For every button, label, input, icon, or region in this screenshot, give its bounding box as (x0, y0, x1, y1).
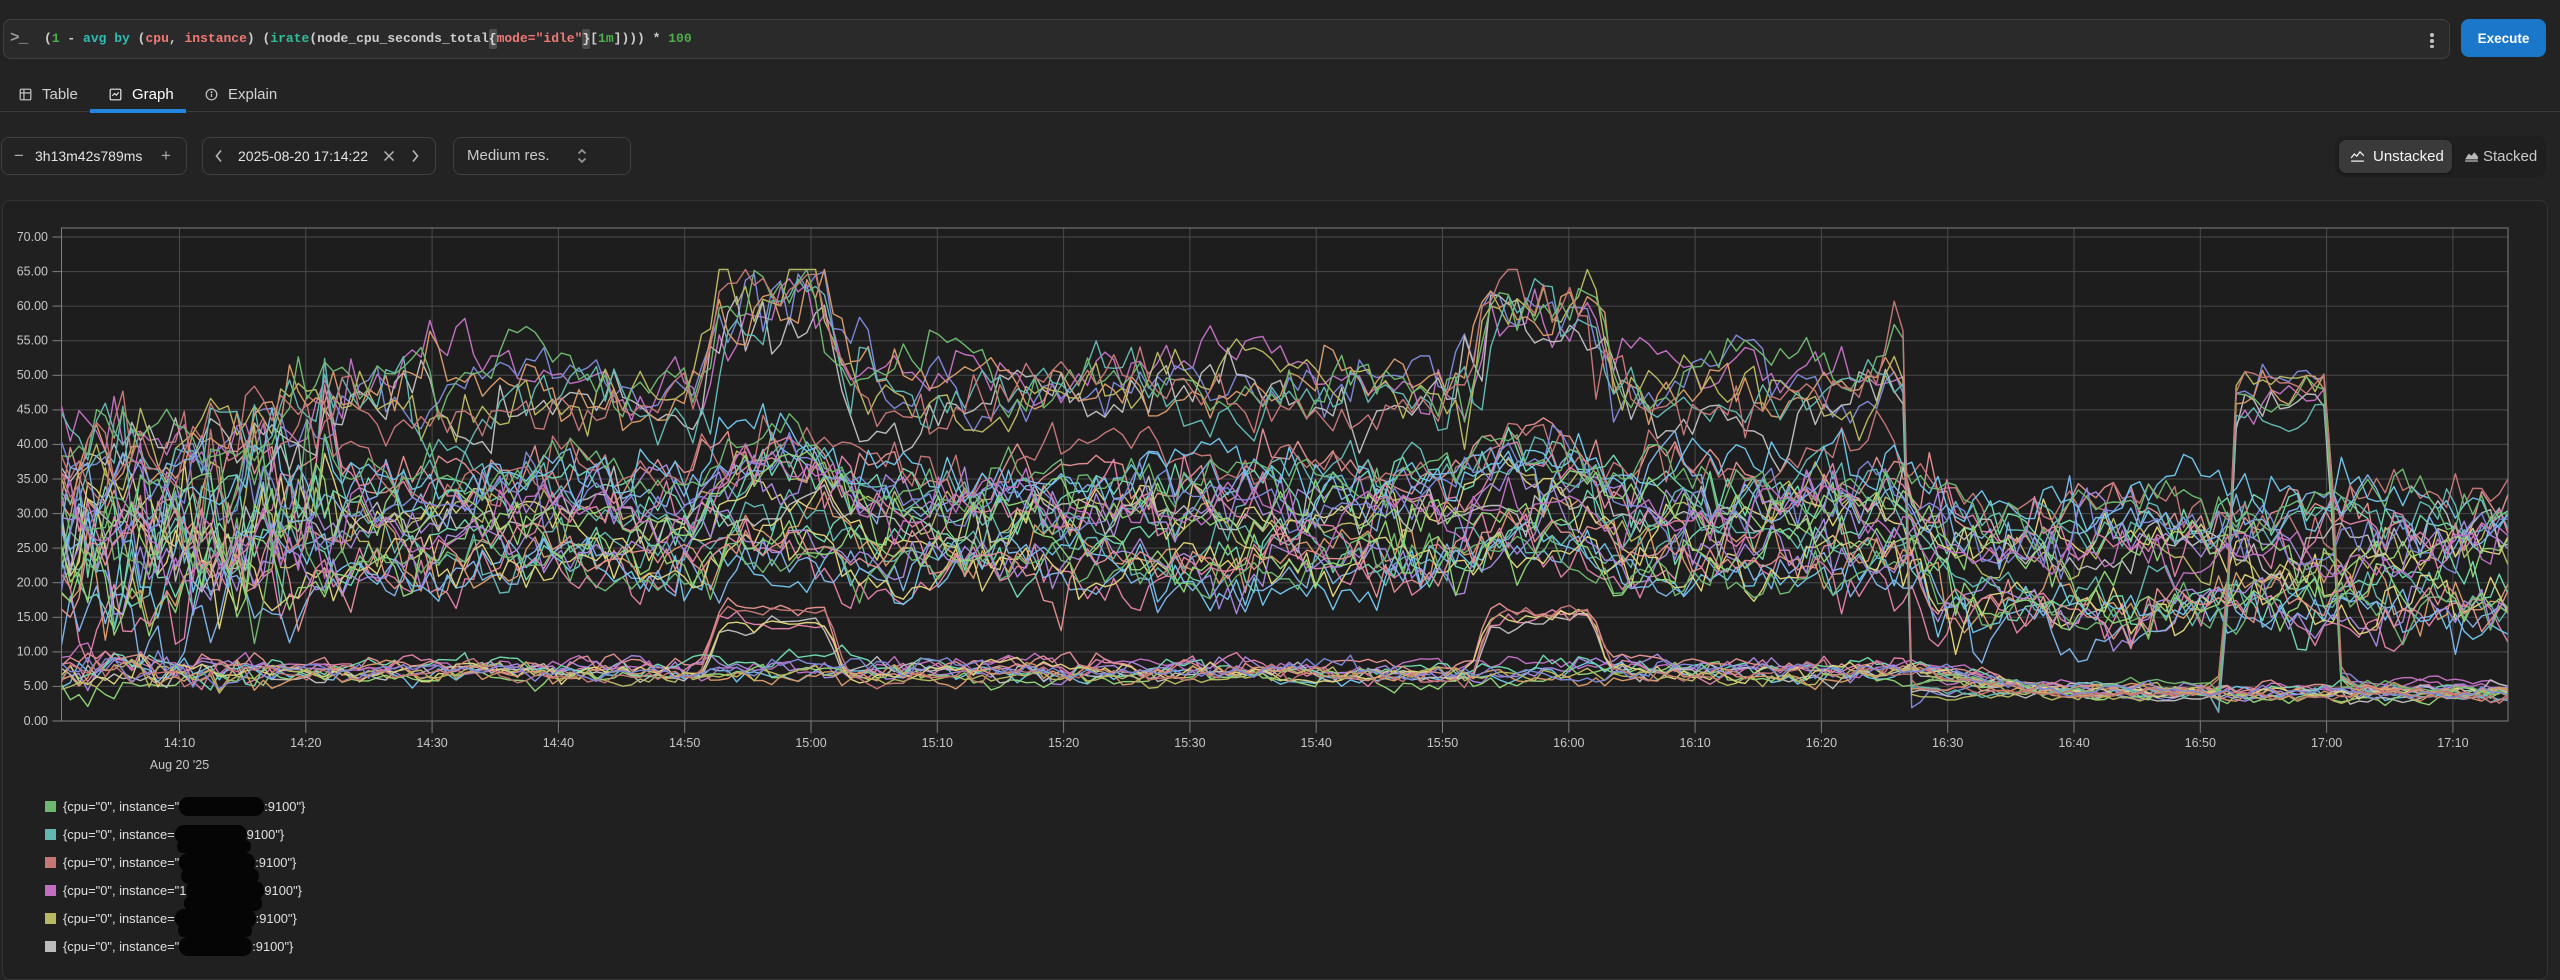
svg-text:10.00: 10.00 (17, 645, 48, 659)
svg-text:14:30: 14:30 (416, 736, 447, 750)
svg-text:14:10: 14:10 (164, 736, 195, 750)
svg-text:14:50: 14:50 (669, 736, 700, 750)
svg-text:14:40: 14:40 (543, 736, 574, 750)
svg-text:16:20: 16:20 (1806, 736, 1837, 750)
svg-text:17:00: 17:00 (2311, 736, 2342, 750)
svg-text:45.00: 45.00 (17, 403, 48, 417)
svg-text:55.00: 55.00 (17, 333, 48, 347)
svg-text:30.00: 30.00 (17, 506, 48, 520)
svg-text:15:00: 15:00 (795, 736, 826, 750)
svg-text:25.00: 25.00 (17, 541, 48, 555)
svg-text:15.00: 15.00 (17, 610, 48, 624)
svg-text:60.00: 60.00 (17, 299, 48, 313)
svg-text:14:20: 14:20 (290, 736, 321, 750)
svg-text:17:10: 17:10 (2437, 736, 2468, 750)
svg-text:65.00: 65.00 (17, 264, 48, 278)
svg-text:40.00: 40.00 (17, 437, 48, 451)
svg-text:0.00: 0.00 (24, 714, 48, 728)
svg-text:5.00: 5.00 (24, 679, 48, 693)
svg-text:35.00: 35.00 (17, 472, 48, 486)
svg-text:16:30: 16:30 (1932, 736, 1963, 750)
svg-text:16:40: 16:40 (2058, 736, 2089, 750)
svg-text:20.00: 20.00 (17, 575, 48, 589)
svg-text:16:00: 16:00 (1553, 736, 1584, 750)
svg-text:16:10: 16:10 (1679, 736, 1710, 750)
svg-text:15:50: 15:50 (1427, 736, 1458, 750)
svg-text:15:20: 15:20 (1048, 736, 1079, 750)
svg-text:50.00: 50.00 (17, 368, 48, 382)
svg-text:15:30: 15:30 (1174, 736, 1205, 750)
svg-text:Aug 20 '25: Aug 20 '25 (150, 758, 209, 772)
svg-text:16:50: 16:50 (2185, 736, 2216, 750)
svg-text:15:40: 15:40 (1301, 736, 1332, 750)
svg-text:70.00: 70.00 (17, 230, 48, 244)
svg-text:15:10: 15:10 (922, 736, 953, 750)
